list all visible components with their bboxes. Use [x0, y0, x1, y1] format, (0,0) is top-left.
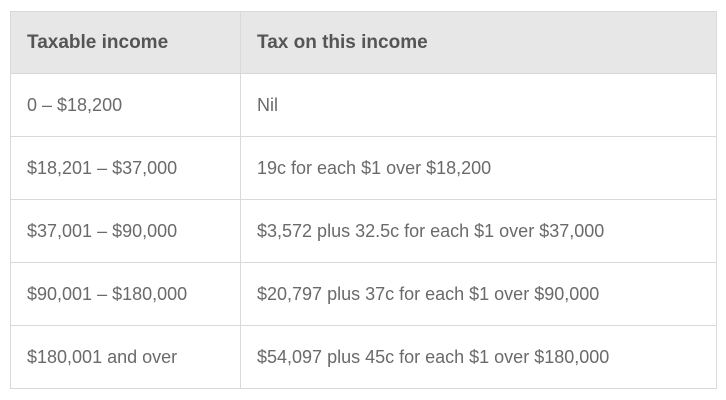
table-row: $18,201 – $37,000 19c for each $1 over $…: [10, 136, 717, 200]
income-bracket-cell: $37,001 – $90,000: [10, 199, 241, 263]
table-row: $90,001 – $180,000 $20,797 plus 37c for …: [10, 262, 717, 326]
tax-amount-cell: $20,797 plus 37c for each $1 over $90,00…: [240, 262, 717, 326]
tax-amount-cell: $3,572 plus 32.5c for each $1 over $37,0…: [240, 199, 717, 263]
income-bracket-cell: $180,001 and over: [10, 325, 241, 389]
income-bracket-cell: 0 – $18,200: [10, 73, 241, 137]
tax-amount-cell: Nil: [240, 73, 717, 137]
table-row: $37,001 – $90,000 $3,572 plus 32.5c for …: [10, 199, 717, 263]
tax-amount-cell: 19c for each $1 over $18,200: [240, 136, 717, 200]
header-tax-on-income: Tax on this income: [240, 11, 717, 74]
table-row: $180,001 and over $54,097 plus 45c for e…: [10, 325, 717, 389]
table-body: 0 – $18,200 Nil $18,201 – $37,000 19c fo…: [10, 73, 717, 389]
header-taxable-income: Taxable income: [10, 11, 241, 74]
table-header-row: Taxable income Tax on this income: [10, 11, 717, 74]
tax-rates-table: Taxable income Tax on this income 0 – $1…: [10, 11, 717, 389]
table-header: Taxable income Tax on this income: [10, 11, 717, 74]
table-row: 0 – $18,200 Nil: [10, 73, 717, 137]
income-bracket-cell: $90,001 – $180,000: [10, 262, 241, 326]
tax-rates-table-container: Taxable income Tax on this income 0 – $1…: [10, 11, 717, 391]
income-bracket-cell: $18,201 – $37,000: [10, 136, 241, 200]
tax-amount-cell: $54,097 plus 45c for each $1 over $180,0…: [240, 325, 717, 389]
